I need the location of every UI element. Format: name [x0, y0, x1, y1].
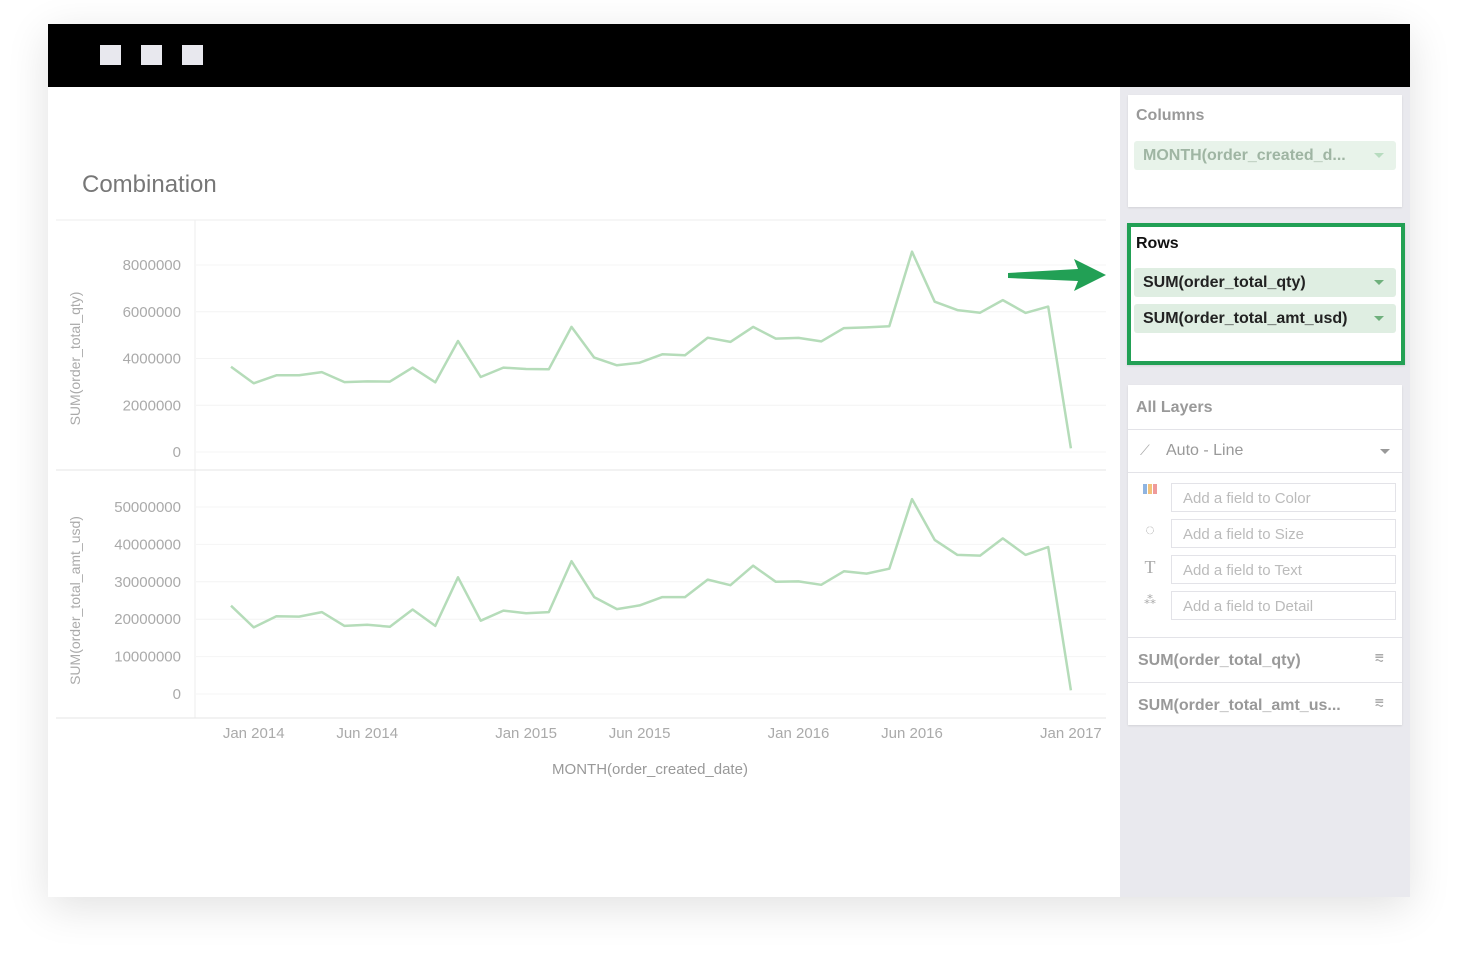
- window-control-2[interactable]: [141, 45, 162, 65]
- y-axis-label: SUM(order_total_qty): [67, 292, 83, 426]
- chevron-down-icon[interactable]: [1374, 280, 1384, 285]
- layer-item[interactable]: SUM(order_total_amt_us... ⩳: [1128, 682, 1402, 726]
- x-tick-label: Jun 2014: [336, 725, 398, 742]
- y-tick-label: 10000000: [114, 649, 181, 666]
- layer-label: SUM(order_total_qty): [1138, 652, 1301, 669]
- x-tick-label: Jan 2014: [223, 725, 285, 742]
- encoding-fields: Add a field to Color ◌ Add a field to Si…: [1128, 472, 1402, 637]
- x-axis-label: MONTH(order_created_date): [552, 761, 748, 778]
- x-tick-label: Jun 2016: [881, 725, 943, 742]
- chevron-down-icon[interactable]: [1374, 316, 1384, 321]
- right-panel: Columns MONTH(order_created_d... Rows SU…: [1008, 87, 1410, 897]
- size-field[interactable]: Add a field to Size: [1171, 519, 1396, 548]
- y-axis-label: SUM(order_total_amt_usd): [67, 516, 83, 685]
- detail-icon: ⁂: [1144, 593, 1156, 607]
- layers-panel: All Layers ⟋ Auto - Line Add a field to …: [1128, 385, 1402, 725]
- series-line: [230, 250, 1073, 449]
- rows-shelf: Rows SUM(order_total_qty) SUM(order_tota…: [1127, 223, 1405, 365]
- y-tick-label: 50000000: [114, 499, 181, 516]
- line-chart-icon: ⩳: [1374, 650, 1384, 667]
- y-tick-label: 40000000: [114, 536, 181, 553]
- pill-label: SUM(order_total_amt_usd): [1143, 310, 1348, 327]
- x-tick-label: Jan 2017: [1040, 725, 1102, 742]
- y-tick-label: 0: [173, 686, 181, 703]
- x-tick-label: Jun 2015: [609, 725, 671, 742]
- chevron-down-icon[interactable]: [1374, 153, 1384, 158]
- y-tick-label: 6000000: [123, 304, 181, 321]
- x-tick-label: Jan 2015: [495, 725, 557, 742]
- color-icon: [1140, 481, 1160, 501]
- window-control-3[interactable]: [182, 45, 203, 65]
- x-tick-label: Jan 2016: [768, 725, 830, 742]
- color-field[interactable]: Add a field to Color: [1171, 483, 1396, 512]
- line-chart-icon: ⟋: [1140, 442, 1150, 458]
- layer-label: SUM(order_total_amt_us...: [1138, 697, 1341, 714]
- detail-field[interactable]: Add a field to Detail: [1171, 591, 1396, 620]
- text-field[interactable]: Add a field to Text: [1171, 555, 1396, 584]
- chart-title: Combination: [82, 171, 217, 198]
- text-icon: T: [1144, 557, 1156, 577]
- pill-label: SUM(order_total_qty): [1143, 274, 1306, 291]
- title-bar: [48, 24, 1410, 87]
- columns-label: Columns: [1136, 107, 1205, 124]
- window-control-1[interactable]: [100, 45, 121, 65]
- rows-pill[interactable]: SUM(order_total_qty): [1134, 268, 1396, 297]
- y-tick-label: 8000000: [123, 257, 181, 274]
- columns-pill[interactable]: MONTH(order_created_d...: [1134, 141, 1396, 170]
- chart-area: Combination 0 2000000 4000000 6000000 800000…: [48, 87, 1120, 897]
- y-tick-label: 30000000: [114, 574, 181, 591]
- pill-label: MONTH(order_created_d...: [1143, 147, 1346, 164]
- mark-type-label: Auto - Line: [1166, 442, 1244, 459]
- y-tick-label: 2000000: [123, 397, 181, 414]
- y-tick-label: 4000000: [123, 351, 181, 368]
- series-line: [230, 497, 1073, 691]
- rows-pill[interactable]: SUM(order_total_amt_usd): [1134, 304, 1396, 333]
- chevron-down-icon[interactable]: [1380, 449, 1390, 454]
- mark-type-select[interactable]: ⟋ Auto - Line: [1128, 429, 1402, 472]
- combination-chart: 0 2000000 4000000 6000000 8000000 SUM(order_t…: [56, 219, 1106, 778]
- y-tick-label: 20000000: [114, 611, 181, 628]
- rows-label: Rows: [1136, 235, 1179, 252]
- layer-item[interactable]: SUM(order_total_qty) ⩳: [1128, 637, 1402, 682]
- y-tick-label: 0: [173, 444, 181, 461]
- layers-title: All Layers: [1136, 399, 1213, 416]
- arrow-icon: [1008, 259, 1106, 291]
- line-chart-icon: ⩳: [1374, 695, 1384, 712]
- columns-shelf: Columns MONTH(order_created_d...: [1128, 95, 1402, 207]
- app-window: Combination 0 2000000 4000000 6000000 800000…: [48, 24, 1410, 897]
- size-icon: ◌: [1145, 522, 1155, 539]
